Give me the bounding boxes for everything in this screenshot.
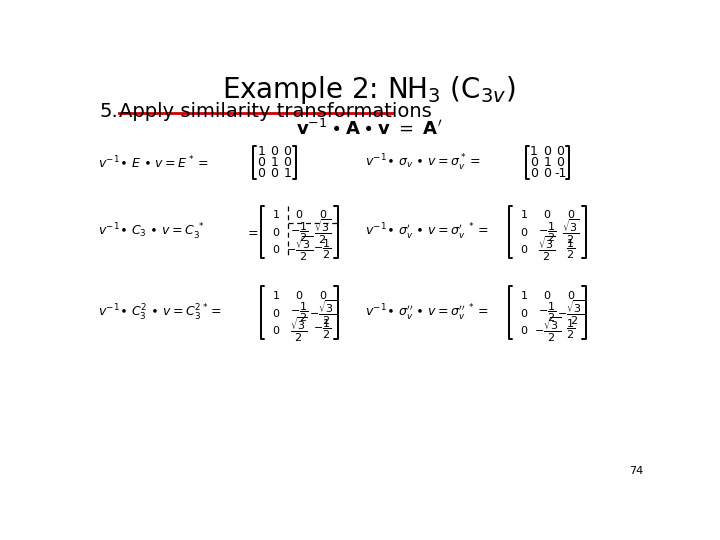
Text: Apply similarity transformations: Apply similarity transformations: [120, 102, 432, 121]
Text: 0: 0: [544, 210, 551, 220]
Text: $-\dfrac{\sqrt{3}}{2}$: $-\dfrac{\sqrt{3}}{2}$: [557, 299, 584, 327]
Text: $0$: $0$: [520, 243, 528, 255]
Text: $-\dfrac{1}{2}$: $-\dfrac{1}{2}$: [313, 318, 332, 341]
Text: $0$: $0$: [520, 307, 528, 319]
Text: $0$: $0$: [272, 323, 280, 336]
Text: $0$: $0$: [272, 243, 280, 255]
Text: $0$: $0$: [272, 307, 280, 319]
Text: 0: 0: [544, 291, 551, 301]
Text: $-\dfrac{1}{2}$: $-\dfrac{1}{2}$: [538, 301, 557, 325]
Text: 1: 1: [521, 210, 528, 220]
Text: 0: 0: [567, 210, 574, 220]
Text: 1: 1: [284, 167, 292, 180]
Text: $\dfrac{\sqrt{3}}{2}$: $\dfrac{\sqrt{3}}{2}$: [313, 218, 331, 246]
Text: 1: 1: [272, 291, 279, 301]
Text: $\dfrac{\sqrt{3}}{2}$: $\dfrac{\sqrt{3}}{2}$: [562, 218, 580, 246]
Text: 0: 0: [530, 156, 538, 169]
Text: 0: 0: [319, 291, 326, 301]
Text: -1: -1: [554, 167, 567, 180]
Text: 1: 1: [257, 145, 265, 158]
Text: 74: 74: [629, 466, 644, 476]
Text: 0: 0: [296, 210, 302, 220]
Text: $v^{-1}{\bullet}\ E\ {\bullet}\ v = E^* =$: $v^{-1}{\bullet}\ E\ {\bullet}\ v = E^* …: [98, 154, 208, 171]
Text: 5.: 5.: [99, 102, 118, 121]
Text: 0: 0: [257, 167, 265, 180]
Text: 0: 0: [271, 167, 279, 180]
Text: $v^{-1}{\bullet}\ \sigma_v\ {\bullet}\ v = \sigma_v^* =$: $v^{-1}{\bullet}\ \sigma_v\ {\bullet}\ v…: [365, 152, 481, 173]
Text: 0: 0: [544, 167, 552, 180]
Text: $\mathbf{v}^{-1} \bullet \mathbf{A} \bullet \mathbf{v}\ =\ \mathbf{A}'$: $\mathbf{v}^{-1} \bullet \mathbf{A} \bul…: [296, 119, 442, 139]
Text: $v^{-1}{\bullet}\ \sigma_v''\ {\bullet}\ v = \sigma_v''^{\ *} =$: $v^{-1}{\bullet}\ \sigma_v''\ {\bullet}\…: [365, 303, 489, 323]
Text: 1: 1: [530, 145, 538, 158]
Text: $v^{-1}{\bullet}\ \sigma_v'\ {\bullet}\ v = \sigma_v'^{\ *} =$: $v^{-1}{\bullet}\ \sigma_v'\ {\bullet}\ …: [365, 222, 489, 242]
Text: 1: 1: [544, 156, 552, 169]
Text: 0: 0: [296, 291, 302, 301]
Text: 0: 0: [557, 145, 564, 158]
Text: 0: 0: [530, 167, 538, 180]
Text: 0: 0: [319, 210, 326, 220]
Text: 1: 1: [272, 210, 279, 220]
Text: 0: 0: [557, 156, 564, 169]
Text: Example 2: NH$_3$ (C$_{3v}$): Example 2: NH$_3$ (C$_{3v}$): [222, 74, 516, 106]
Text: $0$: $0$: [272, 226, 280, 238]
Text: 0: 0: [567, 291, 574, 301]
Text: $\dfrac{1}{2}$: $\dfrac{1}{2}$: [566, 318, 575, 341]
Text: $\dfrac{1}{2}$: $\dfrac{1}{2}$: [566, 237, 575, 261]
Text: 0: 0: [544, 145, 552, 158]
Text: 0: 0: [284, 145, 292, 158]
Text: $-\dfrac{\sqrt{3}}{2}$: $-\dfrac{\sqrt{3}}{2}$: [534, 315, 561, 344]
Text: 0: 0: [271, 145, 279, 158]
Text: $0$: $0$: [520, 226, 528, 238]
Text: $-\dfrac{1}{2}$: $-\dfrac{1}{2}$: [313, 237, 332, 261]
Text: 1: 1: [271, 156, 279, 169]
Text: $-\dfrac{1}{2}$: $-\dfrac{1}{2}$: [290, 301, 308, 325]
Text: 0: 0: [284, 156, 292, 169]
Text: $=$: $=$: [245, 225, 258, 238]
Text: $-\dfrac{\sqrt{3}}{2}$: $-\dfrac{\sqrt{3}}{2}$: [309, 299, 336, 327]
Text: $-\dfrac{\sqrt{3}}{2}$: $-\dfrac{\sqrt{3}}{2}$: [286, 235, 313, 263]
Text: $-\dfrac{1}{2}$: $-\dfrac{1}{2}$: [538, 220, 557, 244]
Text: $-\dfrac{1}{2}$: $-\dfrac{1}{2}$: [290, 220, 308, 244]
Text: $0$: $0$: [520, 323, 528, 336]
Text: 1: 1: [521, 291, 528, 301]
Text: 0: 0: [257, 156, 265, 169]
Text: $\dfrac{\sqrt{3}}{2}$: $\dfrac{\sqrt{3}}{2}$: [290, 315, 308, 344]
Text: $v^{-1}{\bullet}\ C_3^2\ {\bullet}\ v = C_3^{2*} =$: $v^{-1}{\bullet}\ C_3^2\ {\bullet}\ v = …: [98, 303, 222, 323]
Text: $\dfrac{\sqrt{3}}{2}$: $\dfrac{\sqrt{3}}{2}$: [539, 235, 557, 263]
Text: $v^{-1}{\bullet}\ C_3\ {\bullet}\ v = C_3^{\ *}$: $v^{-1}{\bullet}\ C_3\ {\bullet}\ v = C_…: [98, 222, 204, 242]
